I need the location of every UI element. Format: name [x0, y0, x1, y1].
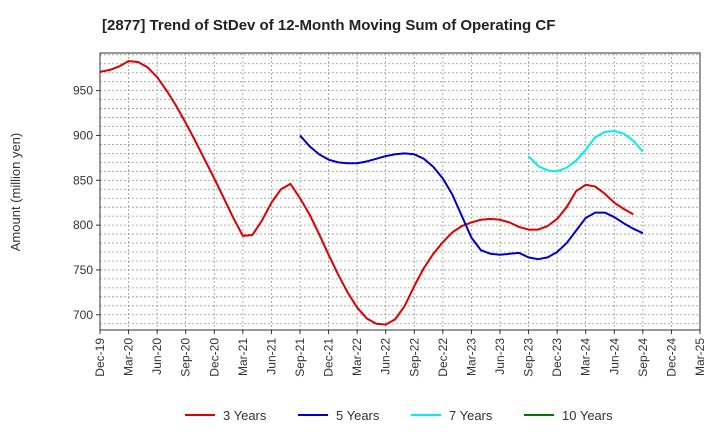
- series-line-3-years: [99, 60, 634, 326]
- x-tick-label: Sep-20: [179, 338, 193, 377]
- x-tick-label: Mar-20: [122, 338, 136, 376]
- x-tick-label: Dec-23: [550, 338, 564, 377]
- plot-frame: [99, 52, 701, 331]
- x-tick-label: Mar-24: [579, 338, 593, 376]
- legend-label: 10 Years: [562, 408, 613, 423]
- x-tick-label: Dec-19: [93, 338, 107, 377]
- x-tick-label: Jun-23: [493, 338, 507, 375]
- x-tick-label: Mar-23: [464, 338, 478, 376]
- series-line-7-years: [527, 129, 644, 173]
- legend-label: 3 Years: [223, 408, 267, 423]
- x-tick-label: Dec-22: [436, 338, 450, 377]
- x-tick-label: Jun-22: [379, 338, 393, 375]
- x-tick-label: Mar-21: [236, 338, 250, 376]
- x-tick-label: Mar-22: [350, 338, 364, 376]
- x-tick-label: Sep-23: [522, 338, 536, 377]
- x-tick-label: Dec-21: [322, 338, 336, 377]
- x-tick-label: Sep-22: [407, 338, 421, 377]
- x-tick-label: Jun-24: [607, 338, 621, 375]
- plot-area: 700 750 800 850 900 950 Dec-19 Mar-20 Jun-20 Sep-…: [73, 52, 707, 377]
- y-tick-label: 750: [73, 263, 93, 277]
- x-tick-label: Mar-25: [693, 338, 707, 376]
- y-tick-label: 900: [73, 128, 93, 142]
- x-tick-label: Jun-20: [150, 338, 164, 375]
- plot-background: [100, 53, 700, 330]
- y-tick-label: 950: [73, 84, 93, 98]
- y-tick-label: 700: [73, 308, 93, 322]
- y-tick-label: 850: [73, 173, 93, 187]
- legend-label: 5 Years: [336, 408, 380, 423]
- x-tick-label: Sep-21: [293, 338, 307, 377]
- x-tick-label: Sep-24: [636, 338, 650, 377]
- series-line-5-years: [299, 134, 644, 261]
- y-axis-label: Amount (million yen): [8, 133, 23, 252]
- chart-title: [2877] Trend of StDev of 12-Month Moving…: [102, 17, 555, 34]
- legend-label: 7 Years: [449, 408, 493, 423]
- x-tick-label: Dec-24: [664, 338, 678, 377]
- legend: 3 Years 5 Years 7 Years 10 Years: [185, 408, 613, 423]
- y-tick-label: 800: [73, 218, 93, 232]
- x-tick-label: Jun-21: [264, 338, 278, 375]
- x-tick-label: Dec-20: [207, 338, 221, 377]
